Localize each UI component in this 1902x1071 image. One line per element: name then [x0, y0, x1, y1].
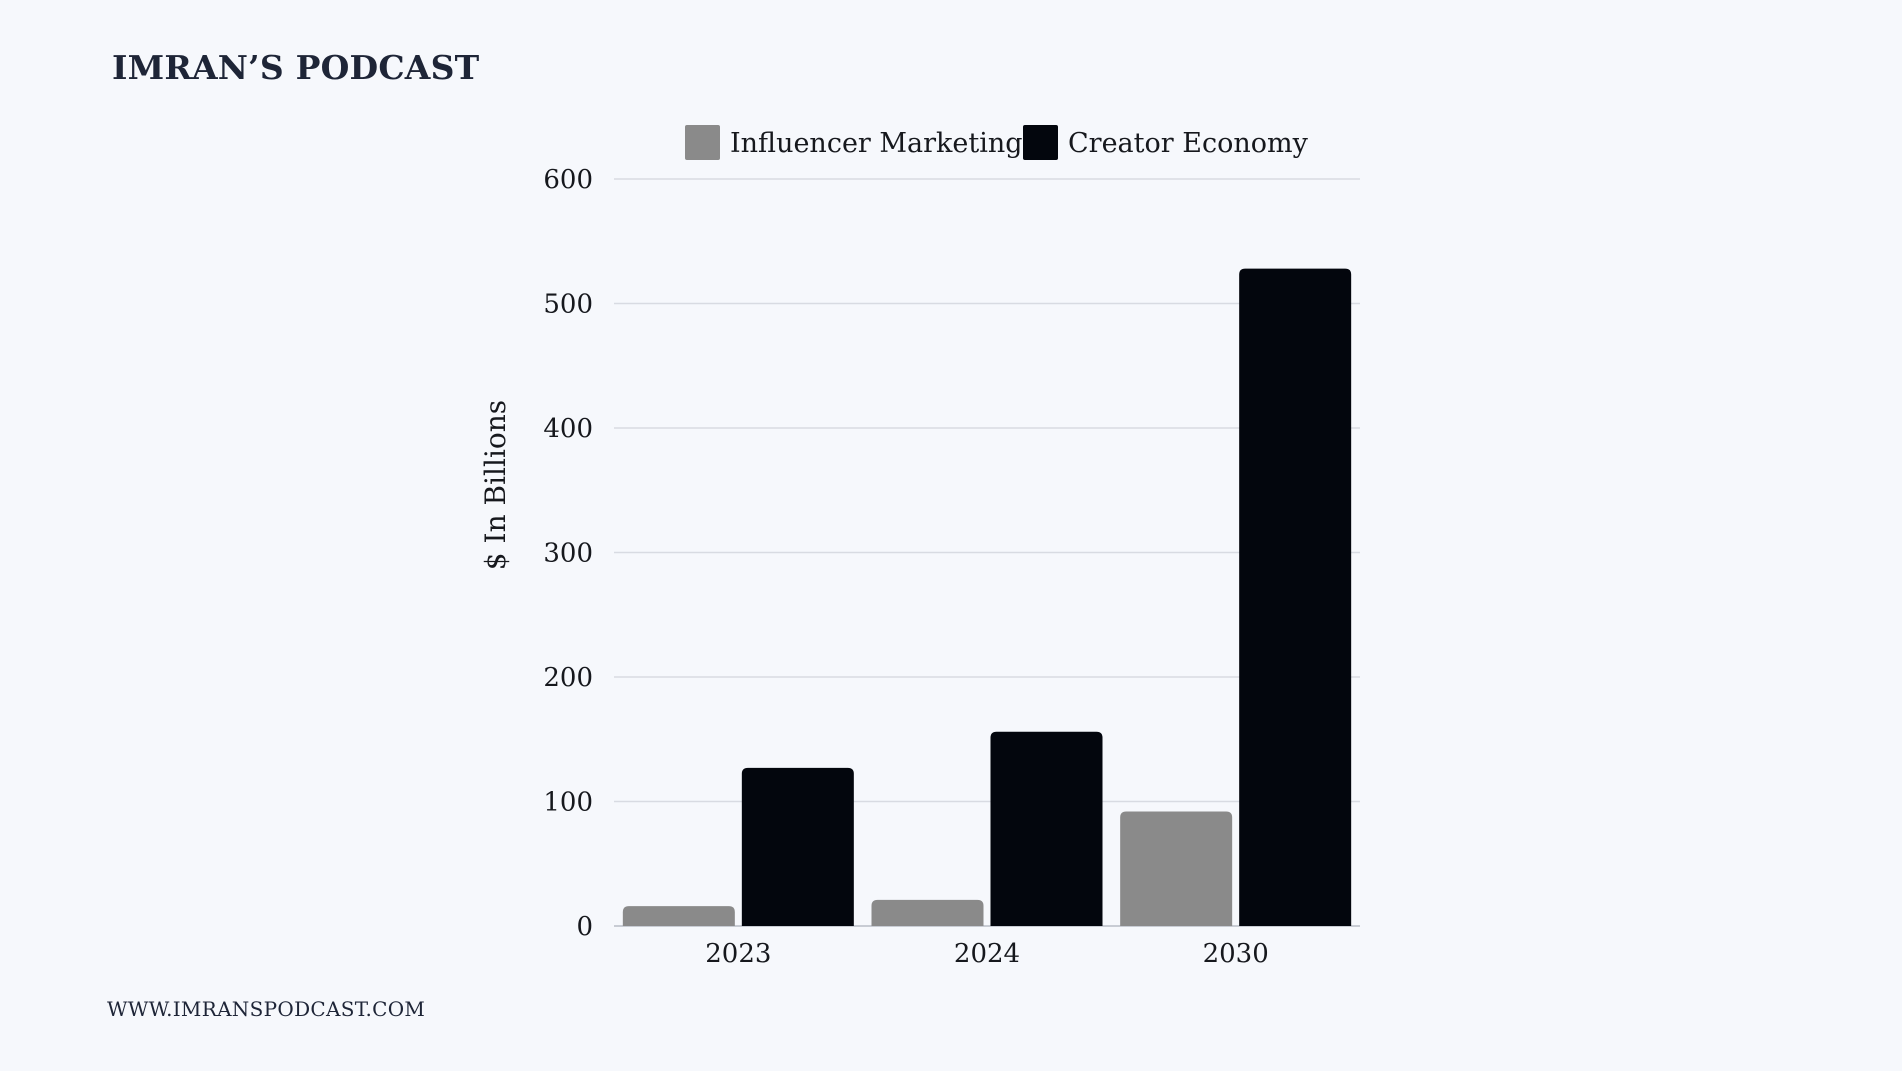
y-tick-label: 500 [543, 290, 593, 320]
bar-influencer-marketing-2030 [1120, 811, 1233, 926]
x-axis-ticks: 2023 2024 2030 [705, 939, 1269, 969]
legend-swatch-influencer-marketing [685, 125, 720, 160]
legend: Influencer Marketing Creator Economy [685, 125, 1309, 160]
y-tick-label: 100 [543, 788, 593, 818]
y-tick-label: 300 [543, 539, 593, 569]
brand-title: IMRAN’S PODCAST [112, 48, 480, 87]
bar-influencer-marketing-2024 [871, 899, 984, 926]
y-axis-title: $ In Billions [479, 400, 512, 570]
x-tick-label: 2024 [954, 939, 1020, 969]
bars [622, 268, 1352, 926]
y-axis-ticks: 0 100 200 300 400 500 600 [543, 165, 593, 942]
footer-website: WWW.IMRANSPODCAST.COM [107, 997, 426, 1021]
y-tick-label: 0 [576, 912, 593, 942]
y-tick-label: 200 [543, 663, 593, 693]
legend-swatch-creator-economy [1023, 125, 1058, 160]
bar-creator-economy-2030 [1239, 268, 1352, 926]
x-tick-label: 2030 [1203, 939, 1269, 969]
x-tick-label: 2023 [705, 939, 771, 969]
y-tick-label: 600 [543, 165, 593, 195]
y-tick-label: 400 [543, 414, 593, 444]
legend-label-creator-economy: Creator Economy [1068, 128, 1309, 159]
bar-influencer-marketing-2023 [622, 906, 735, 926]
bar-creator-economy-2023 [741, 767, 854, 926]
gridlines [614, 178, 1360, 927]
legend-label-influencer-marketing: Influencer Marketing [730, 128, 1023, 159]
bar-creator-economy-2024 [990, 731, 1103, 926]
